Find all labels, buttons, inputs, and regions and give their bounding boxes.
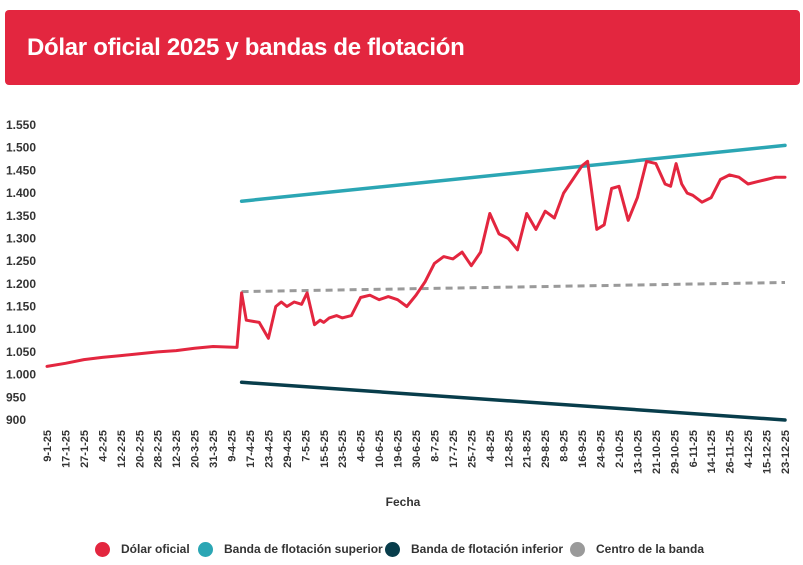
x-tick-label: 30-6-25 xyxy=(411,430,423,468)
x-tick-label: 26-11-25 xyxy=(725,430,737,473)
x-tick-label: 17-4-25 xyxy=(245,430,257,468)
y-tick-label: 1.100 xyxy=(6,322,36,336)
x-tick-label: 21-10-25 xyxy=(651,430,663,474)
x-tick-label: 24-9-25 xyxy=(596,430,608,468)
x-tick-label: 15-12-25 xyxy=(762,430,774,474)
chart-svg: 900 950 1.000 1.050 1.100 1.150 1.200 1.250 1.30… xyxy=(6,118,792,509)
y-tick-label: 1.450 xyxy=(6,163,36,177)
series-line-1 xyxy=(239,143,787,203)
x-tick-label: 9-1-25 xyxy=(42,430,54,462)
x-tick-label: 6-11-25 xyxy=(688,430,700,467)
x-tick-label: 31-3-25 xyxy=(208,430,220,468)
y-tick-label: 1.300 xyxy=(6,231,36,245)
legend-swatch xyxy=(95,541,110,557)
legend-item: Banda de flotación superior xyxy=(198,539,383,559)
x-tick-label: 4-6-25 xyxy=(356,430,368,462)
x-tick-label: 12-3-25 xyxy=(171,430,183,468)
y-tick-label: 1.150 xyxy=(6,300,36,314)
legend-label: Banda de flotación inferior xyxy=(411,542,564,556)
y-tick-label: 1.350 xyxy=(6,209,36,223)
series-line-0 xyxy=(45,159,787,368)
y-tick-label: 1.000 xyxy=(6,368,36,382)
x-tick-label: 29-4-25 xyxy=(282,430,294,468)
legend-item: Centro de la banda xyxy=(570,539,704,559)
x-tick-label: 20-2-25 xyxy=(134,430,146,468)
x-tick-label: 29-10-25 xyxy=(669,430,681,474)
series-line-3 xyxy=(241,281,786,294)
y-tick-label: 900 xyxy=(6,413,26,427)
y-tick-label: 1.550 xyxy=(6,118,36,132)
x-tick-label: 2-10-25 xyxy=(614,430,626,468)
x-tick-label: 29-8-25 xyxy=(540,430,552,468)
y-tick-label: 950 xyxy=(6,390,26,404)
series-line-2 xyxy=(239,380,787,422)
legend-swatch xyxy=(385,541,400,557)
legend-label: Centro de la banda xyxy=(596,542,705,556)
x-tick-label: 7-5-25 xyxy=(300,430,312,462)
x-tick-label: 27-1-25 xyxy=(79,430,91,468)
y-tick-label: 1.250 xyxy=(6,254,36,268)
x-tick-label: 25-7-25 xyxy=(466,430,478,468)
x-tick-label: 20-3-25 xyxy=(190,430,202,468)
x-tick-label: 14-11-25 xyxy=(706,430,718,473)
legend-swatch xyxy=(570,541,585,557)
x-tick-label: 17-1-25 xyxy=(60,430,72,468)
x-tick-label: 28-2-25 xyxy=(153,430,165,468)
x-tick-label: 4-12-25 xyxy=(743,430,755,468)
x-tick-label: 12-8-25 xyxy=(503,430,515,468)
x-tick-label: 23-12-25 xyxy=(780,430,792,474)
x-tick-label: 9-4-25 xyxy=(227,430,239,462)
x-tick-label: 4-2-25 xyxy=(97,430,109,462)
x-tick-label: 4-8-25 xyxy=(485,430,497,462)
x-axis-label: Fecha xyxy=(386,495,421,509)
x-tick-label: 13-10-25 xyxy=(632,430,644,474)
y-tick-label: 1.400 xyxy=(6,186,36,200)
y-tick-label: 1.050 xyxy=(6,345,36,359)
x-tick-label: 16-9-25 xyxy=(577,430,589,468)
x-tick-label: 21-8-25 xyxy=(522,430,534,468)
x-tick-label: 19-6-25 xyxy=(393,430,405,468)
legend: Dólar oficial Banda de flotación superior… xyxy=(0,539,803,559)
y-tick-label: 1.500 xyxy=(6,141,36,155)
x-tick-label: 8-9-25 xyxy=(559,430,571,462)
legend-label: Dólar oficial xyxy=(121,542,190,556)
x-tick-label: 8-7-25 xyxy=(429,430,441,462)
x-tick-label: 23-5-25 xyxy=(337,430,349,468)
y-tick-label: 1.200 xyxy=(6,277,36,291)
legend-label: Banda de flotación superior xyxy=(224,542,383,556)
x-tick-label: 15-5-25 xyxy=(319,430,331,468)
x-tick-label: 10-6-25 xyxy=(374,430,386,468)
legend-item: Dólar oficial xyxy=(95,539,190,559)
x-tick-label: 23-4-25 xyxy=(263,430,275,468)
x-tick-label: 17-7-25 xyxy=(448,430,460,468)
x-tick-label: 12-2-25 xyxy=(116,430,128,468)
legend-swatch xyxy=(198,541,213,557)
chart-title: Dólar oficial 2025 y bandas de flotación xyxy=(27,34,465,61)
title-bar: Dólar oficial 2025 y bandas de flotación xyxy=(5,10,800,85)
legend-item: Banda de flotación inferior xyxy=(385,539,563,559)
